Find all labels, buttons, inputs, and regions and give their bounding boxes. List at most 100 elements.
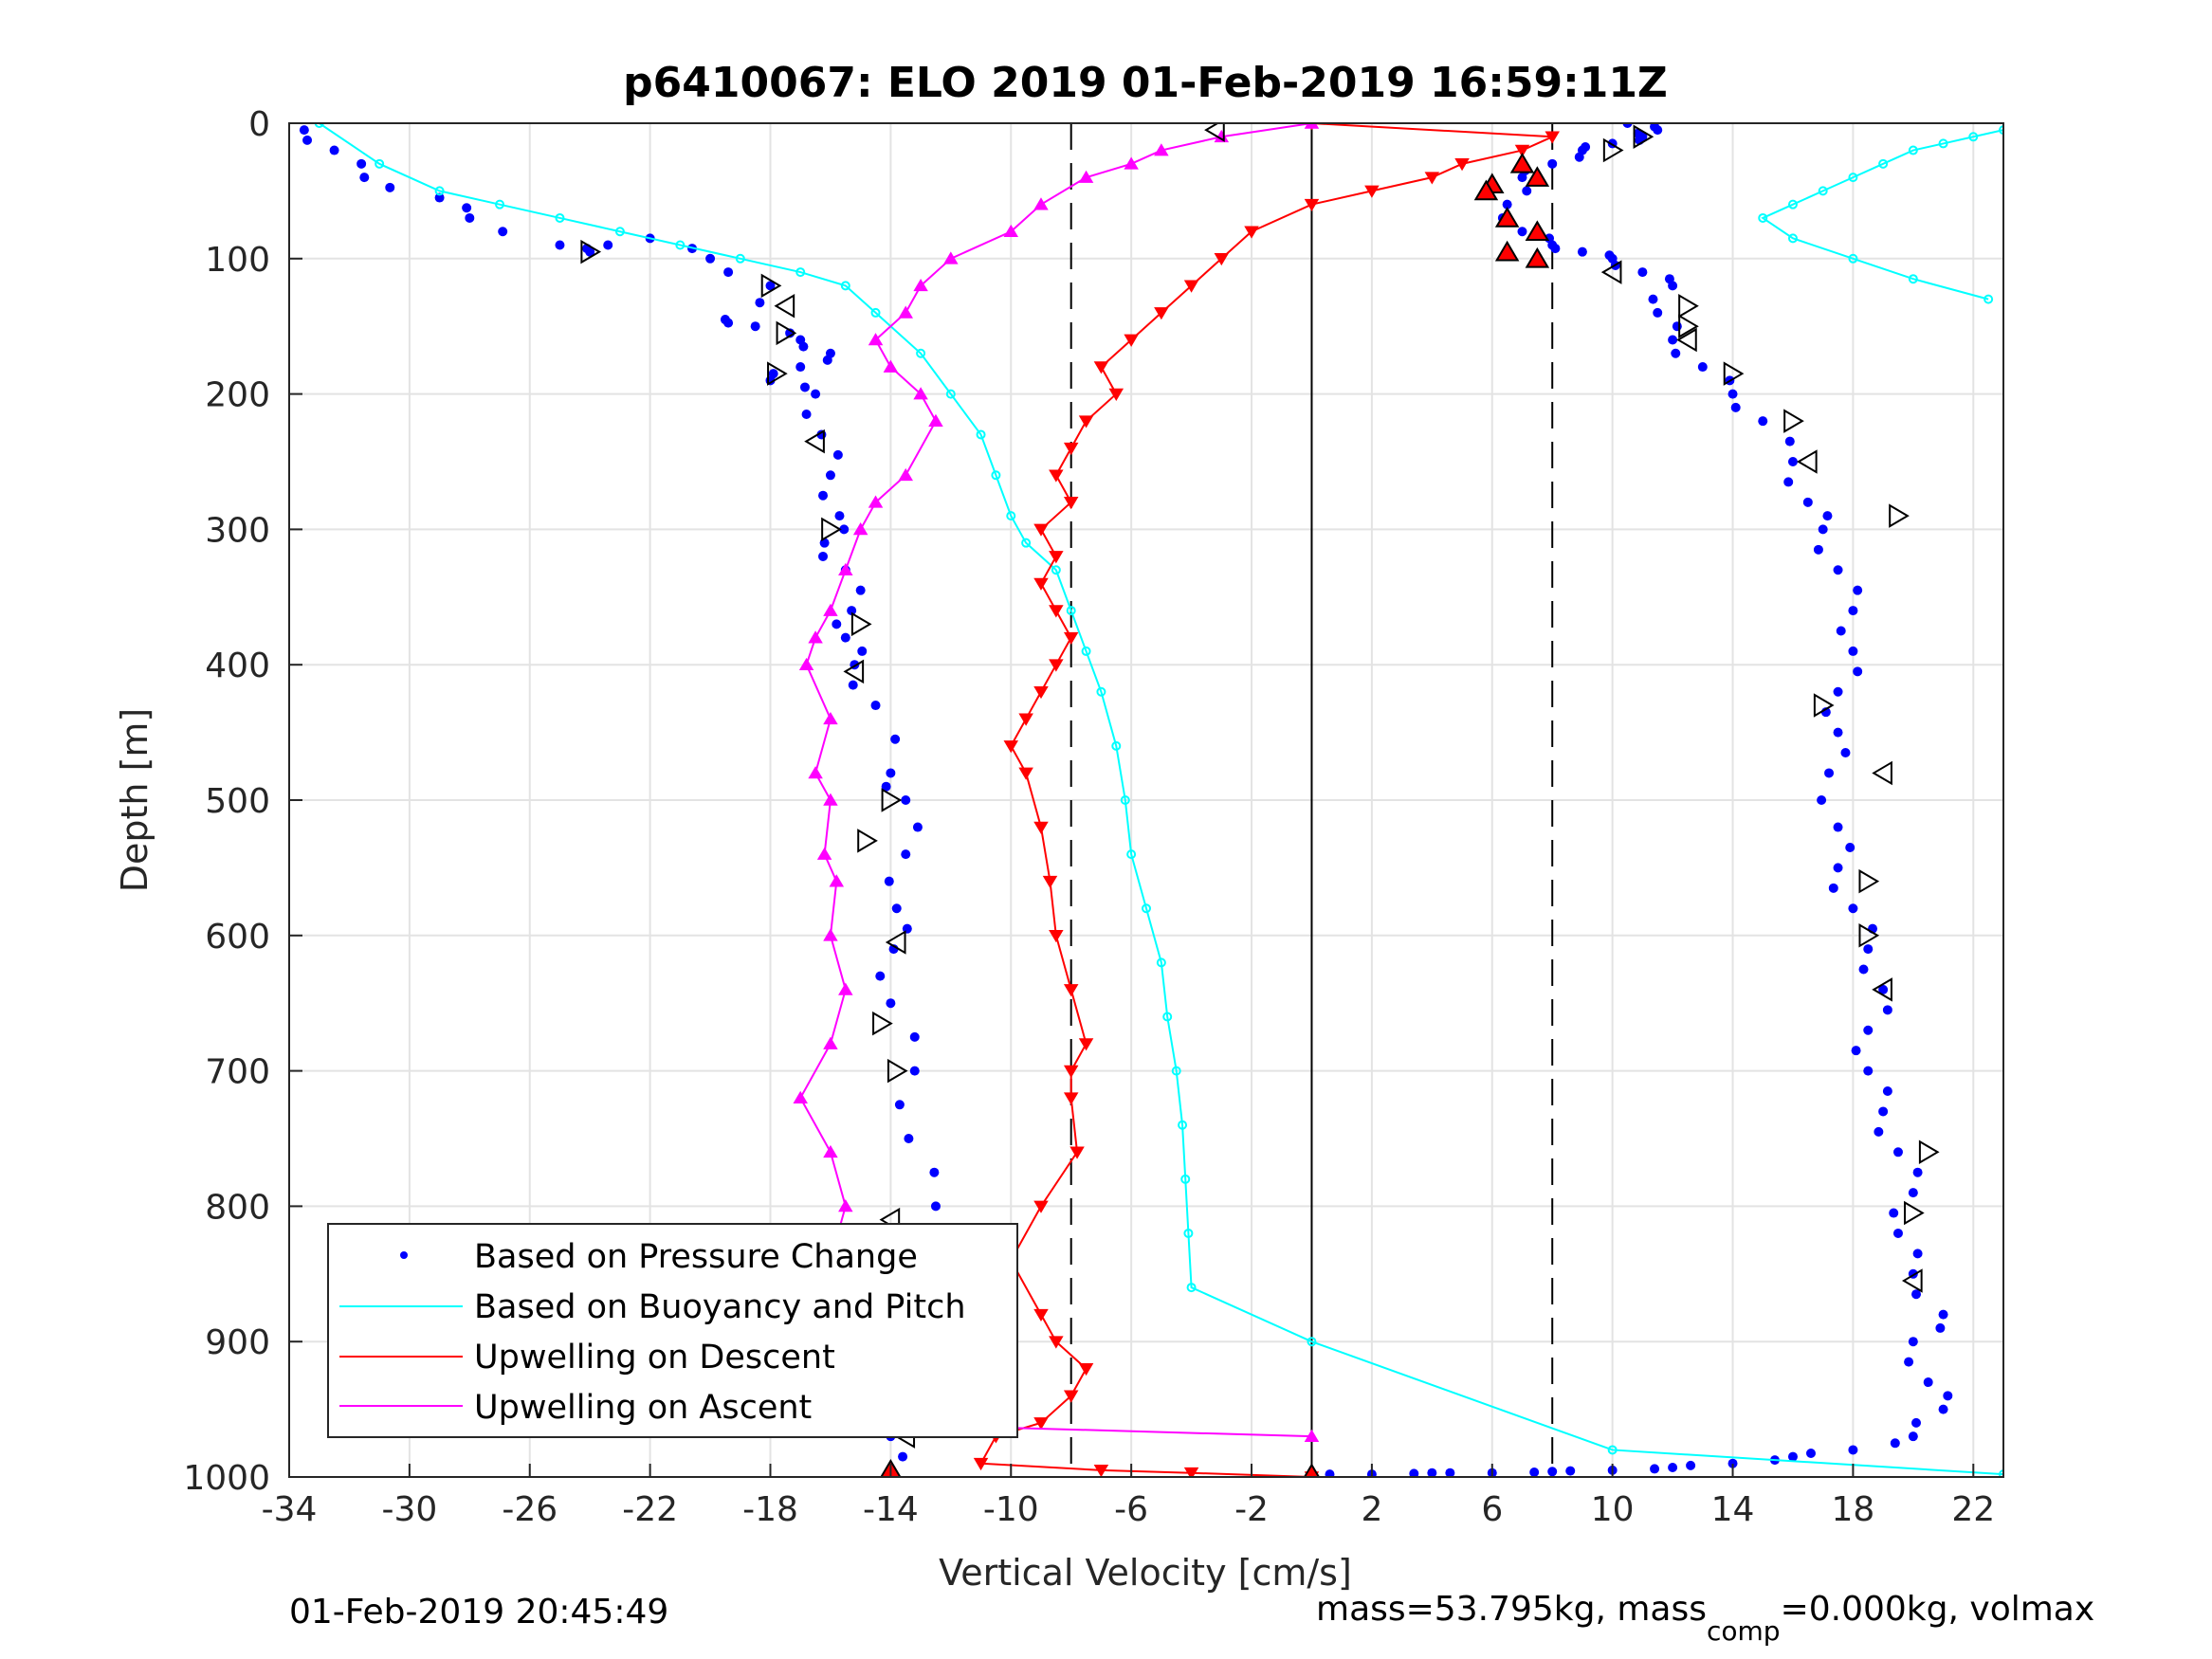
buoyancy-pitch-point <box>976 429 986 440</box>
pressure-change-point <box>1427 1468 1437 1477</box>
buoyancy-pitch-point <box>1171 1066 1181 1076</box>
pressure-change-point <box>1818 524 1828 535</box>
grid-lines <box>288 122 2003 1478</box>
pressure-change-point <box>1565 1466 1576 1476</box>
pressure-change-point <box>1802 497 1813 507</box>
upwelling-ascent-marker <box>829 874 845 887</box>
pressure-change-point <box>1848 606 1858 616</box>
pressure-change-point <box>1650 1464 1660 1474</box>
pressure-change-point <box>1502 199 1512 210</box>
x-tick-label: -14 <box>863 1490 919 1529</box>
buoyancy-pitch-point <box>1156 957 1166 968</box>
buoyancy-pitch-point <box>614 227 625 237</box>
pressure-change-point <box>555 240 565 250</box>
pressure-change-point <box>901 849 911 860</box>
pressure-change-point <box>723 318 734 328</box>
upwelling-descent-marker <box>1003 740 1019 754</box>
pressure-change-point <box>1911 1417 1922 1428</box>
upwelling-descent-marker <box>1042 875 1058 889</box>
pressure-change-point <box>929 1167 940 1177</box>
upwelling-descent-marker <box>1364 185 1380 198</box>
upwelling-ascent-marker <box>823 1036 838 1049</box>
upwelling-ascent-marker <box>1003 224 1019 238</box>
pressure-change-point <box>818 551 829 561</box>
pressure-change-point <box>1923 1377 1933 1388</box>
open-triangle-marker <box>1872 977 1892 1002</box>
open-triangle-marker <box>1858 923 1880 948</box>
open-triangle-marker <box>881 788 903 812</box>
upwelling-ascent-marker <box>808 766 823 779</box>
buoyancy-pitch-point <box>991 470 1001 481</box>
pressure-change-point <box>1517 227 1527 237</box>
pressure-change-point <box>886 768 896 778</box>
pressure-change-point <box>1853 666 1863 677</box>
upwelling-ascent-marker <box>808 630 823 644</box>
open-triangle-marker <box>885 930 906 955</box>
pressure-change-point <box>1668 335 1678 345</box>
upwelling-descent-marker <box>1033 1200 1049 1213</box>
pressure-change-point <box>832 619 842 629</box>
pressure-change-point <box>1935 1322 1946 1333</box>
upwelling-descent-marker <box>1063 1390 1079 1403</box>
pressure-change-point <box>857 646 868 656</box>
pressure-change-point <box>434 192 445 203</box>
buoyancy-pitch-point <box>1142 903 1151 914</box>
pressure-change-point <box>930 1201 941 1212</box>
upwelling-ascent-marker <box>823 711 838 725</box>
y-axis-ticks: 0 100 200 300 400 500 600 700 800 900 1000 <box>183 105 302 1498</box>
pressure-change-point <box>909 1066 920 1076</box>
upwelling-descent-marker <box>1049 551 1064 564</box>
pressure-change-point <box>795 362 806 373</box>
pressure-change-point <box>1892 1147 1903 1158</box>
buoyancy-pitch-point <box>1878 158 1889 169</box>
buoyancy-pitch-point <box>1983 294 1994 304</box>
pressure-change-point <box>839 524 850 535</box>
pressure-change-point <box>1943 1391 1953 1401</box>
pressure-change-point <box>1845 842 1856 852</box>
pressure-change-point <box>1851 1046 1861 1056</box>
pressure-change-point <box>1409 1468 1419 1477</box>
pressure-change-point <box>1904 1357 1914 1367</box>
pressure-change-point <box>840 632 850 643</box>
footer-timestamp: 01-Feb-2019 20:45:49 <box>289 1593 668 1632</box>
upwelling-ascent-marker <box>823 603 838 616</box>
pressure-change-point <box>884 876 894 886</box>
pressure-change-point <box>1833 863 1843 873</box>
y-tick-label: 700 <box>205 1053 270 1092</box>
upwelling-descent-marker <box>1183 280 1199 293</box>
footer-mass-info: mass=53.795kg, masscomp=0.000kg, volmax <box>1316 1590 2094 1647</box>
open-triangle-marker <box>850 611 872 637</box>
upwelling-descent-marker <box>1078 1038 1094 1051</box>
open-triangle-marker <box>887 1058 908 1084</box>
pressure-change-point <box>1822 511 1833 521</box>
pressure-change-point <box>1938 1309 1948 1320</box>
pressure-change-point <box>1863 1025 1874 1035</box>
upwelling-descent-marker <box>1108 388 1124 401</box>
upwelling-descent-marker <box>1093 361 1109 374</box>
buoyancy-pitch-point <box>555 212 565 223</box>
open-triangle-marker <box>1872 760 1892 786</box>
pressure-change-point <box>1863 1066 1874 1076</box>
pressure-change-point <box>356 158 367 169</box>
x-tick-label: 10 <box>1591 1490 1635 1529</box>
pressure-change-point <box>798 341 809 352</box>
pressure-change-point <box>723 267 734 278</box>
pressure-change-point <box>1805 1449 1816 1459</box>
open-triangle-marker <box>580 239 602 264</box>
pressure-change-point <box>750 321 760 332</box>
pressure-change-point <box>1833 822 1843 832</box>
upwelling-descent-marker <box>1063 631 1079 646</box>
pressure-change-point <box>1878 1106 1889 1117</box>
pressure-change-point <box>898 1451 908 1462</box>
pressure-change-point <box>1840 748 1851 758</box>
buoyancy-pitch-point <box>1968 132 1979 142</box>
buoyancy-pitch-point <box>1999 125 2003 136</box>
buoyancy-pitch-point <box>1186 1283 1197 1293</box>
y-tick-label: 300 <box>205 511 270 550</box>
upwelling-descent-marker <box>1049 469 1064 483</box>
pressure-change-point <box>1522 186 1532 196</box>
buoyancy-pitch-point <box>795 267 806 278</box>
upwelling-ascent-marker <box>852 522 868 536</box>
upwelling-ascent-marker <box>898 305 913 319</box>
x-tick-label: 2 <box>1361 1490 1382 1529</box>
